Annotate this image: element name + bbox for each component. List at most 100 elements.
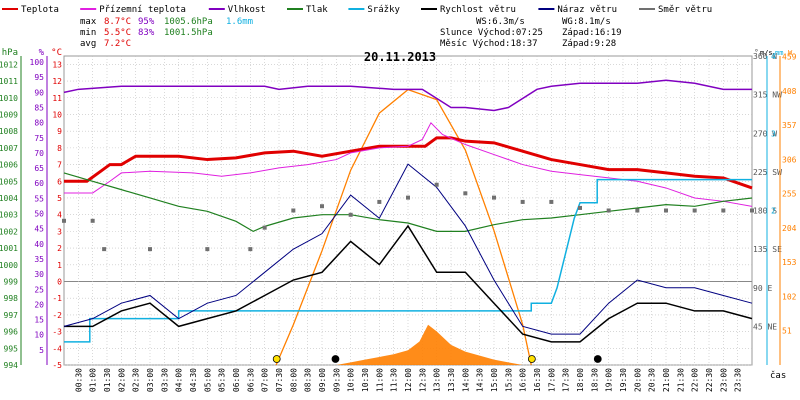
axis-w-tick-5: 306 <box>782 155 797 164</box>
x-tick-31: 16:00 <box>519 368 528 392</box>
x-tick-41: 21:00 <box>662 368 671 392</box>
axis-hpa-tick-7: 1001 <box>0 244 18 253</box>
chart-title: 20.11.2013 <box>364 50 436 64</box>
x-tick-13: 07:00 <box>261 368 270 392</box>
stats-panel: max 8.7°C 95% 1005.6hPa 1.6mm min 5.5°C … <box>80 17 622 49</box>
axis-degc-tick-17: 12 <box>52 77 62 86</box>
series-line-5 <box>64 224 753 343</box>
dir-point-21 <box>692 208 697 213</box>
axis-pct-tick-14: 75 <box>34 134 44 143</box>
axis-pct-tick-19: 100 <box>30 58 45 67</box>
axis-degc-tick-10: 5 <box>57 194 62 203</box>
left-axes: hPa9949959969979989991000100110021003100… <box>0 48 62 370</box>
dir-point-3 <box>148 247 152 252</box>
legend-label-4: Srážky <box>367 5 400 15</box>
axis-w-tick-3: 204 <box>782 224 797 233</box>
legend-label-6: Náraz větru <box>557 5 617 15</box>
legend-label-5: Rychlost větru <box>440 5 516 15</box>
stat-min-temp: 5.5°C <box>104 28 131 38</box>
series-line-3 <box>63 172 753 233</box>
axis-w-tick-8: 459 <box>782 53 797 62</box>
axis-degc-tick-9: 4 <box>57 211 62 220</box>
axis-hpa-tick-12: 1006 <box>0 161 18 170</box>
x-tick-37: 19:00 <box>605 368 614 392</box>
moon-set-info: Západ:9:28 <box>562 39 616 49</box>
x-axis: 00:30 01:00 01:30 02:00 02:30 03:00 03:30 04:00… <box>74 368 742 392</box>
moon-rise-info: Měsíc Východ:18:37 <box>440 39 538 49</box>
dir-point-9 <box>348 212 353 217</box>
axis-hpa-tick-18: 1012 <box>0 60 18 69</box>
axis-hpa-tick-11: 1005 <box>0 177 18 186</box>
dir-point-14 <box>492 195 496 200</box>
dir-point-19 <box>635 208 640 213</box>
x-tick-5: 03:00 <box>146 368 155 392</box>
axis-dir-tick-5: 270 W <box>753 129 777 138</box>
sun-rise-info: Slunce Východ:07:25 <box>440 28 543 38</box>
x-tick-35: 18:00 <box>576 368 585 392</box>
axis-hpa-tick-3: 997 <box>4 311 19 320</box>
axis-dir-tick-4: 225 SW <box>753 168 782 177</box>
x-tick-45: 23:00 <box>719 368 728 392</box>
axis-pct-tick-7: 40 <box>34 240 44 249</box>
dir-point-11 <box>406 195 410 200</box>
axis-degc-tick-8: 3 <box>57 227 62 236</box>
axis-hpa-tick-14: 1008 <box>0 127 18 136</box>
axis-hpa-tick-15: 1009 <box>0 110 18 119</box>
x-tick-23: 12:00 <box>404 368 413 392</box>
axis-title-dir: ° <box>754 48 759 57</box>
axis-pct-tick-5: 30 <box>34 270 44 279</box>
x-tick-43: 22:00 <box>691 368 700 392</box>
x-tick-36: 18:30 <box>590 368 599 392</box>
axis-pct-tick-1: 10 <box>34 331 44 340</box>
plot-area <box>62 55 754 366</box>
axis-pct-tick-18: 95 <box>34 73 44 82</box>
axis-hpa-tick-9: 1003 <box>0 211 18 220</box>
axis-degc-tick-4: -1 <box>52 294 62 303</box>
x-tick-27: 14:00 <box>461 368 470 392</box>
axis-ms-tick-0: 2 <box>771 207 776 216</box>
axis-w-tick-1: 102 <box>782 292 797 301</box>
axis-w-tick-2: 153 <box>782 258 797 267</box>
x-tick-33: 17:00 <box>547 368 556 392</box>
dir-point-2 <box>102 247 107 252</box>
axis-pct-tick-0: 5 <box>39 346 44 355</box>
x-tick-15: 08:00 <box>289 368 298 392</box>
axis-dir-tick-7: 360 N <box>753 52 777 61</box>
axis-pct-tick-16: 85 <box>34 104 44 113</box>
legend-label-7: Směr větru <box>658 5 712 15</box>
moon-moonset-marker <box>331 355 340 363</box>
axis-hpa-tick-0: 994 <box>4 361 19 370</box>
dir-point-6 <box>262 225 267 230</box>
axis-hpa-tick-17: 1011 <box>0 77 18 86</box>
x-tick-44: 22:30 <box>705 368 714 392</box>
dir-point-20 <box>664 208 668 213</box>
axis-pct-tick-2: 15 <box>34 316 44 325</box>
axis-hpa-tick-13: 1007 <box>0 144 18 153</box>
axis-pct-tick-4: 25 <box>34 285 44 294</box>
legend-label-0: Teplota <box>21 5 59 15</box>
axis-pct-tick-3: 20 <box>34 300 44 309</box>
wind-gust-stat: WG:8.1m/s <box>562 17 611 27</box>
x-tick-2: 01:30 <box>103 368 112 392</box>
dir-point-22 <box>721 208 726 213</box>
x-tick-4: 02:30 <box>132 368 141 392</box>
axis-w-tick-7: 408 <box>782 87 797 96</box>
x-tick-0: 00:30 <box>74 368 83 392</box>
dir-point-0 <box>62 218 66 223</box>
axis-title-hpa: hPa <box>2 48 18 58</box>
x-tick-21: 11:00 <box>375 368 384 392</box>
series-line-6 <box>63 163 753 335</box>
dir-point-18 <box>606 208 611 213</box>
axis-degc-tick-18: 13 <box>52 60 62 69</box>
axis-degc-tick-1: -4 <box>52 344 62 353</box>
dir-point-16 <box>549 199 554 204</box>
stat-avg-label: avg <box>80 39 96 49</box>
series-line-2 <box>63 79 752 112</box>
stat-avg-temp: 7.2°C <box>104 39 131 49</box>
stat-max-hum: 95% <box>138 17 155 27</box>
axis-dir-tick-2: 135 SE <box>753 245 782 254</box>
axis-degc-tick-15: 10 <box>52 110 62 119</box>
axis-hpa-tick-10: 1004 <box>0 194 18 203</box>
